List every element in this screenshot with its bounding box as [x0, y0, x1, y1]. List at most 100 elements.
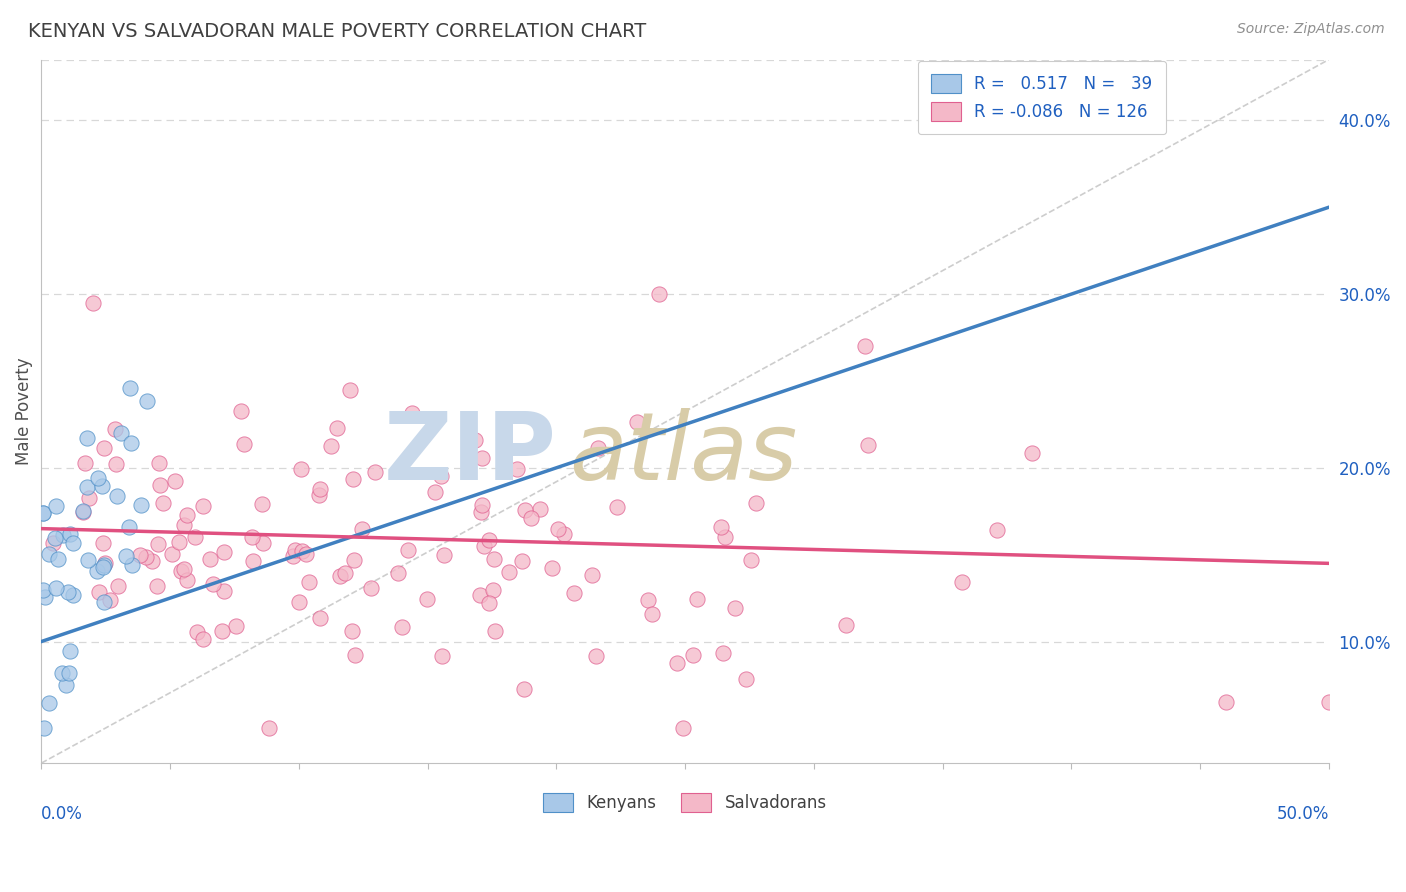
- Point: [745, 496, 768, 510]
- Point: [34, 590, 56, 604]
- Point: [93, 594, 115, 608]
- Point: [79, 491, 101, 505]
- Point: [34, 722, 56, 736]
- Point: [229, 404, 252, 418]
- Point: [48, 551, 70, 566]
- Point: [193, 632, 215, 646]
- Point: [283, 549, 305, 563]
- Point: [100, 593, 122, 607]
- Point: [146, 537, 169, 551]
- Point: [308, 487, 330, 501]
- Point: [396, 543, 419, 558]
- Point: [298, 574, 321, 589]
- Point: [107, 578, 129, 592]
- Point: [665, 657, 688, 671]
- Point: [212, 544, 235, 558]
- Point: [59, 644, 82, 658]
- Point: [340, 624, 363, 638]
- Point: [38, 547, 60, 561]
- Point: [710, 520, 733, 534]
- Point: [120, 381, 142, 395]
- Point: [87, 585, 110, 599]
- Point: [141, 554, 163, 568]
- Point: [135, 549, 157, 564]
- Point: [740, 553, 762, 567]
- Point: [350, 522, 373, 536]
- Point: [735, 672, 758, 686]
- Point: [32, 506, 55, 520]
- Point: [309, 482, 332, 496]
- Point: [211, 624, 233, 639]
- Point: [363, 466, 385, 480]
- Point: [131, 498, 153, 512]
- Point: [58, 585, 80, 599]
- Point: [73, 456, 96, 470]
- Point: [91, 560, 114, 574]
- Text: KENYAN VS SALVADORAN MALE POVERTY CORRELATION CHART: KENYAN VS SALVADORAN MALE POVERTY CORREL…: [28, 22, 647, 41]
- Point: [478, 596, 501, 610]
- Point: [51, 665, 73, 680]
- Y-axis label: Male Poverty: Male Poverty: [15, 358, 32, 465]
- Point: [1215, 695, 1237, 709]
- Point: [93, 441, 115, 455]
- Point: [637, 593, 659, 607]
- Point: [76, 553, 98, 567]
- Point: [291, 544, 314, 558]
- Point: [853, 339, 876, 353]
- Point: [540, 561, 562, 575]
- Point: [952, 575, 974, 590]
- Point: [309, 611, 332, 625]
- Point: [259, 722, 281, 736]
- Point: [105, 490, 128, 504]
- Point: [430, 648, 453, 663]
- Point: [252, 535, 274, 549]
- Point: [482, 583, 505, 598]
- Point: [32, 506, 55, 520]
- Point: [295, 547, 318, 561]
- Point: [423, 484, 446, 499]
- Point: [713, 530, 735, 544]
- Point: [225, 619, 247, 633]
- Point: [240, 530, 263, 544]
- Point: [250, 497, 273, 511]
- Text: atlas: atlas: [569, 408, 797, 500]
- Point: [114, 549, 136, 563]
- Point: [93, 558, 115, 572]
- Point: [606, 500, 628, 514]
- Point: [212, 584, 235, 599]
- Point: [44, 531, 66, 545]
- Point: [672, 722, 695, 736]
- Point: [641, 607, 664, 621]
- Point: [62, 588, 84, 602]
- Point: [110, 425, 132, 440]
- Point: [59, 526, 82, 541]
- Point: [387, 566, 409, 580]
- Point: [184, 530, 207, 544]
- Point: [626, 416, 648, 430]
- Point: [472, 539, 495, 553]
- Point: [146, 579, 169, 593]
- Point: [433, 548, 456, 562]
- Point: [38, 696, 60, 710]
- Point: [104, 422, 127, 436]
- Point: [198, 551, 221, 566]
- Point: [562, 586, 585, 600]
- Point: [193, 499, 215, 513]
- Point: [513, 503, 536, 517]
- Point: [32, 583, 55, 598]
- Point: [104, 458, 127, 472]
- Point: [176, 573, 198, 587]
- Point: [45, 500, 67, 514]
- Point: [284, 543, 307, 558]
- Point: [173, 518, 195, 533]
- Point: [553, 527, 575, 541]
- Point: [86, 564, 108, 578]
- Point: [682, 648, 704, 663]
- Point: [152, 496, 174, 510]
- Point: [160, 547, 183, 561]
- Point: [86, 471, 108, 485]
- Point: [120, 436, 142, 450]
- Point: [339, 383, 361, 397]
- Point: [129, 548, 152, 562]
- Point: [586, 441, 609, 455]
